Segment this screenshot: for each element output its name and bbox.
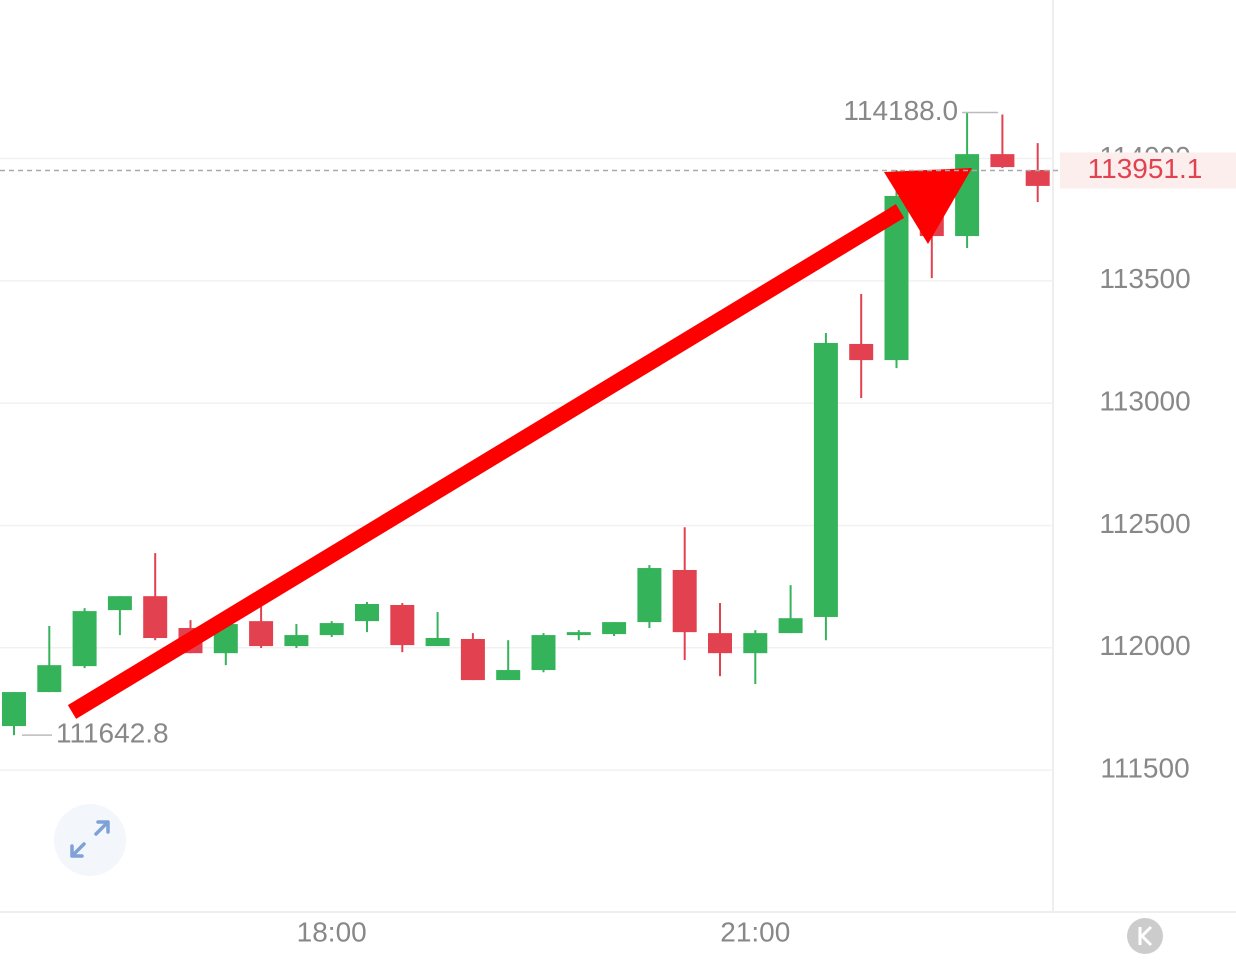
x-tick-label: 21:00	[720, 916, 790, 947]
arrow	[67, 168, 972, 719]
candle-body	[496, 670, 521, 681]
last-price-label: 113951.1	[1088, 153, 1203, 184]
candle-body	[1025, 170, 1050, 186]
candle-body	[672, 570, 697, 633]
y-tick-label: 112000	[1099, 630, 1190, 661]
k-icon[interactable]	[1138, 925, 1153, 947]
candle-body	[249, 621, 274, 647]
y-tick-label: 113500	[1099, 263, 1190, 294]
candle-body	[460, 638, 485, 681]
candle-body	[284, 635, 309, 647]
candle-body	[37, 665, 62, 693]
candle-body	[778, 618, 803, 634]
y-tick-label: 113000	[1099, 386, 1190, 417]
candle-body	[390, 604, 415, 646]
x-tick-label: 18:00	[297, 916, 367, 947]
candle-body	[708, 633, 732, 654]
last-price-tag	[1060, 152, 1236, 189]
candle-body	[143, 596, 168, 639]
candle-body	[425, 638, 450, 647]
k-button[interactable]	[1127, 918, 1163, 954]
expand-button[interactable]	[54, 804, 126, 876]
candle-body	[2, 692, 26, 727]
candle-body	[107, 596, 132, 611]
max-label: 114188.0	[843, 95, 958, 126]
candle-body	[531, 635, 556, 671]
candle-body	[743, 633, 768, 654]
min-label: 111642.8	[56, 718, 169, 749]
candle-body	[72, 611, 97, 667]
candle-body	[813, 342, 838, 617]
arrow-head	[884, 168, 972, 244]
y-tick-label: 112500	[1099, 508, 1190, 539]
y-tick-label: 111500	[1100, 753, 1189, 784]
candle-body	[355, 604, 379, 622]
k-bg[interactable]	[1127, 918, 1163, 954]
candle-body	[637, 568, 662, 623]
arrow-shaft	[67, 204, 905, 719]
candle-body	[602, 622, 627, 635]
labels: 11150011200011250011300011350011400018:0…	[0, 95, 1236, 947]
candle-body	[955, 154, 980, 237]
candle-body	[566, 632, 591, 636]
candle-body	[849, 343, 874, 361]
candle-body	[319, 623, 344, 636]
expand-icon[interactable]	[70, 820, 110, 858]
candles	[2, 112, 1050, 736]
expand-bg[interactable]	[54, 804, 126, 876]
candle-body	[990, 154, 1015, 168]
